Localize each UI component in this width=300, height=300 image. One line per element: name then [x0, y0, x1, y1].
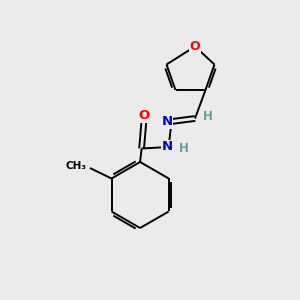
Text: O: O: [190, 40, 200, 53]
Text: N: N: [161, 140, 173, 154]
Text: O: O: [138, 109, 150, 122]
Text: CH₃: CH₃: [65, 160, 86, 171]
Text: H: H: [203, 110, 212, 123]
Text: N: N: [161, 115, 173, 128]
Text: H: H: [179, 142, 189, 155]
